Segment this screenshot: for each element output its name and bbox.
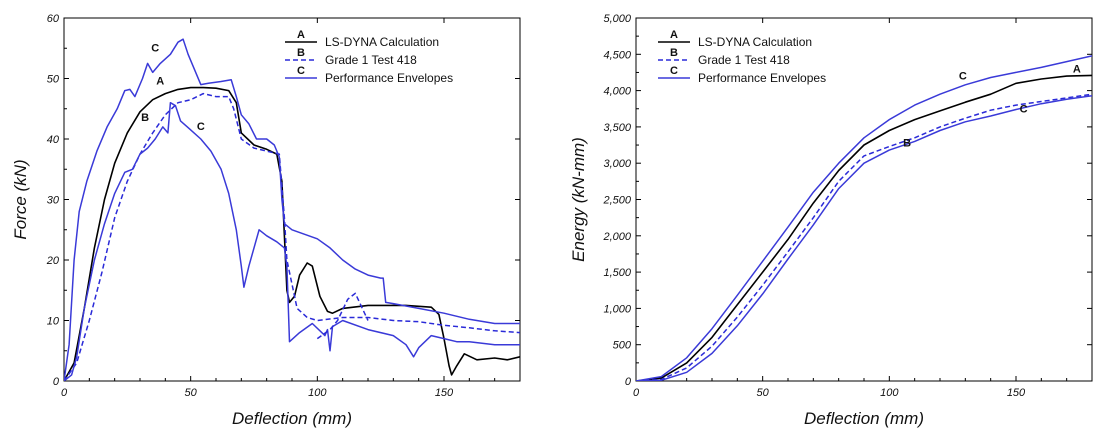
y-tick-label: 500 xyxy=(613,340,632,352)
x-tick-label: 100 xyxy=(308,387,327,399)
x-tick-label: 50 xyxy=(185,387,198,399)
legend: A LS-DYNA Calculation B Grade 1 Test 418 C Pe… xyxy=(285,29,453,85)
y-tick-label: 4,000 xyxy=(603,86,631,98)
y-axis-title: Energy (kN-mm) xyxy=(569,137,588,262)
x-tick-label: 50 xyxy=(757,387,770,399)
curve-label: A xyxy=(156,76,164,88)
series-line-c xyxy=(636,94,1092,381)
legend-key: C xyxy=(670,65,678,77)
x-axis-title: Deflection (mm) xyxy=(804,409,924,428)
legend: A LS-DYNA Calculation B Grade 1 Test 418 C Pe… xyxy=(658,29,826,85)
curve-label: C xyxy=(197,121,205,133)
y-tick-label: 10 xyxy=(47,316,60,328)
y-tick-label: 3,000 xyxy=(603,158,631,170)
legend-key: A xyxy=(670,29,678,41)
curve-label: C xyxy=(959,71,967,83)
series-line-b xyxy=(636,93,1092,381)
legend-label: Performance Envelopes xyxy=(325,71,453,85)
series-line-a xyxy=(64,86,520,381)
y-tick-label: 3,500 xyxy=(603,122,631,134)
y-tick-label: 60 xyxy=(47,13,60,25)
x-tick-label: 150 xyxy=(1007,387,1026,399)
legend-key: B xyxy=(670,47,678,59)
curve-label: B xyxy=(141,112,149,124)
y-axis-title: Force (kN) xyxy=(11,159,30,239)
curve-label: B xyxy=(903,138,911,150)
legend-key: B xyxy=(297,47,305,59)
series-line-c xyxy=(64,38,520,381)
y-tick-label: 1,000 xyxy=(603,303,631,315)
y-tick-label: 50 xyxy=(47,74,60,86)
y-tick-label: 20 xyxy=(46,255,60,267)
y-tick-label: 40 xyxy=(47,134,60,146)
curve-label: C xyxy=(1020,103,1028,115)
legend-key: C xyxy=(297,65,305,77)
x-tick-label: 100 xyxy=(880,387,899,399)
y-tick-label: 0 xyxy=(53,376,60,388)
y-tick-label: 5,000 xyxy=(603,13,631,25)
legend-label: LS-DYNA Calculation xyxy=(325,35,439,49)
x-axis-title: Deflection (mm) xyxy=(232,409,352,428)
y-tick-label: 1,500 xyxy=(603,267,631,279)
legend-label: Grade 1 Test 418 xyxy=(698,53,790,67)
series-line-c xyxy=(64,101,520,381)
y-tick-label: 0 xyxy=(625,376,632,388)
curve-label: A xyxy=(1073,63,1081,75)
legend-label: LS-DYNA Calculation xyxy=(698,35,812,49)
series-line-c xyxy=(636,55,1092,381)
legend-key: A xyxy=(297,29,305,41)
curve-label: C xyxy=(151,42,159,54)
x-tick-label: 0 xyxy=(633,387,640,399)
y-tick-label: 30 xyxy=(47,195,60,207)
legend-label: Performance Envelopes xyxy=(698,71,826,85)
y-tick-label: 2,500 xyxy=(602,195,631,207)
chart-2: 05001,0001,5002,0002,5003,0003,5004,0004… xyxy=(569,13,1093,428)
y-tick-label: 4,500 xyxy=(603,49,631,61)
x-tick-label: 0 xyxy=(61,387,68,399)
series-line-a xyxy=(636,74,1092,381)
series-line-b xyxy=(316,292,369,340)
legend-label: Grade 1 Test 418 xyxy=(325,53,417,67)
chart-1: 0 10 20 30 40 50 60 0 50 100 150 Deflection (mm) For… xyxy=(11,13,521,428)
y-tick-label: 2,000 xyxy=(602,231,631,243)
x-tick-label: 150 xyxy=(435,387,454,399)
series-line-b xyxy=(64,92,520,381)
